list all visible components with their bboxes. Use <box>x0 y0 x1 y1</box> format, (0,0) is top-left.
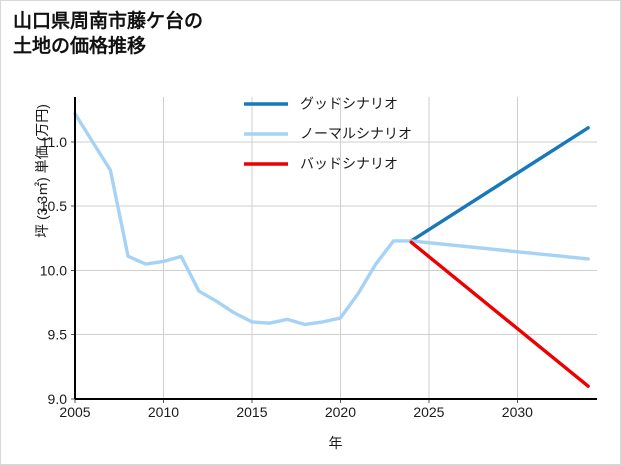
data-series <box>73 112 590 388</box>
gridlines <box>74 97 597 400</box>
x-tick-label: 2020 <box>325 404 356 420</box>
y-tick-label: 10.5 <box>40 198 67 214</box>
legend-label: グッドシナリオ <box>300 96 398 112</box>
y-axis-label: 坪 (3.3㎡) 単価 (万円) <box>34 104 50 238</box>
y-tick-label: 11.0 <box>41 134 67 150</box>
y-tick-label: 9.0 <box>48 391 68 407</box>
chart-title: 山口県周南市藤ケ台の 土地の価格推移 <box>13 11 204 58</box>
axis-ticks: 9.0 9.5 10.0 10.5 11.0 2005 2010 2015 2020 2025 20… <box>40 134 533 420</box>
series-line <box>73 112 590 327</box>
legend-label: バッドシナリオ <box>300 156 398 172</box>
legend-label: ノーマルシナリオ <box>300 126 412 142</box>
y-tick-label: 9.5 <box>48 327 68 343</box>
series-line <box>409 240 590 388</box>
y-tick-label: 10.0 <box>40 262 67 278</box>
x-tick-label: 2005 <box>59 404 90 420</box>
x-axis-label: 年 <box>328 435 343 451</box>
x-tick-label: 2030 <box>502 404 533 420</box>
axis-spines <box>73 97 597 401</box>
x-tick-label: 2015 <box>236 404 267 420</box>
x-tick-label: 2025 <box>413 404 444 420</box>
series-line <box>409 126 590 243</box>
x-tick-label: 2010 <box>148 404 179 420</box>
